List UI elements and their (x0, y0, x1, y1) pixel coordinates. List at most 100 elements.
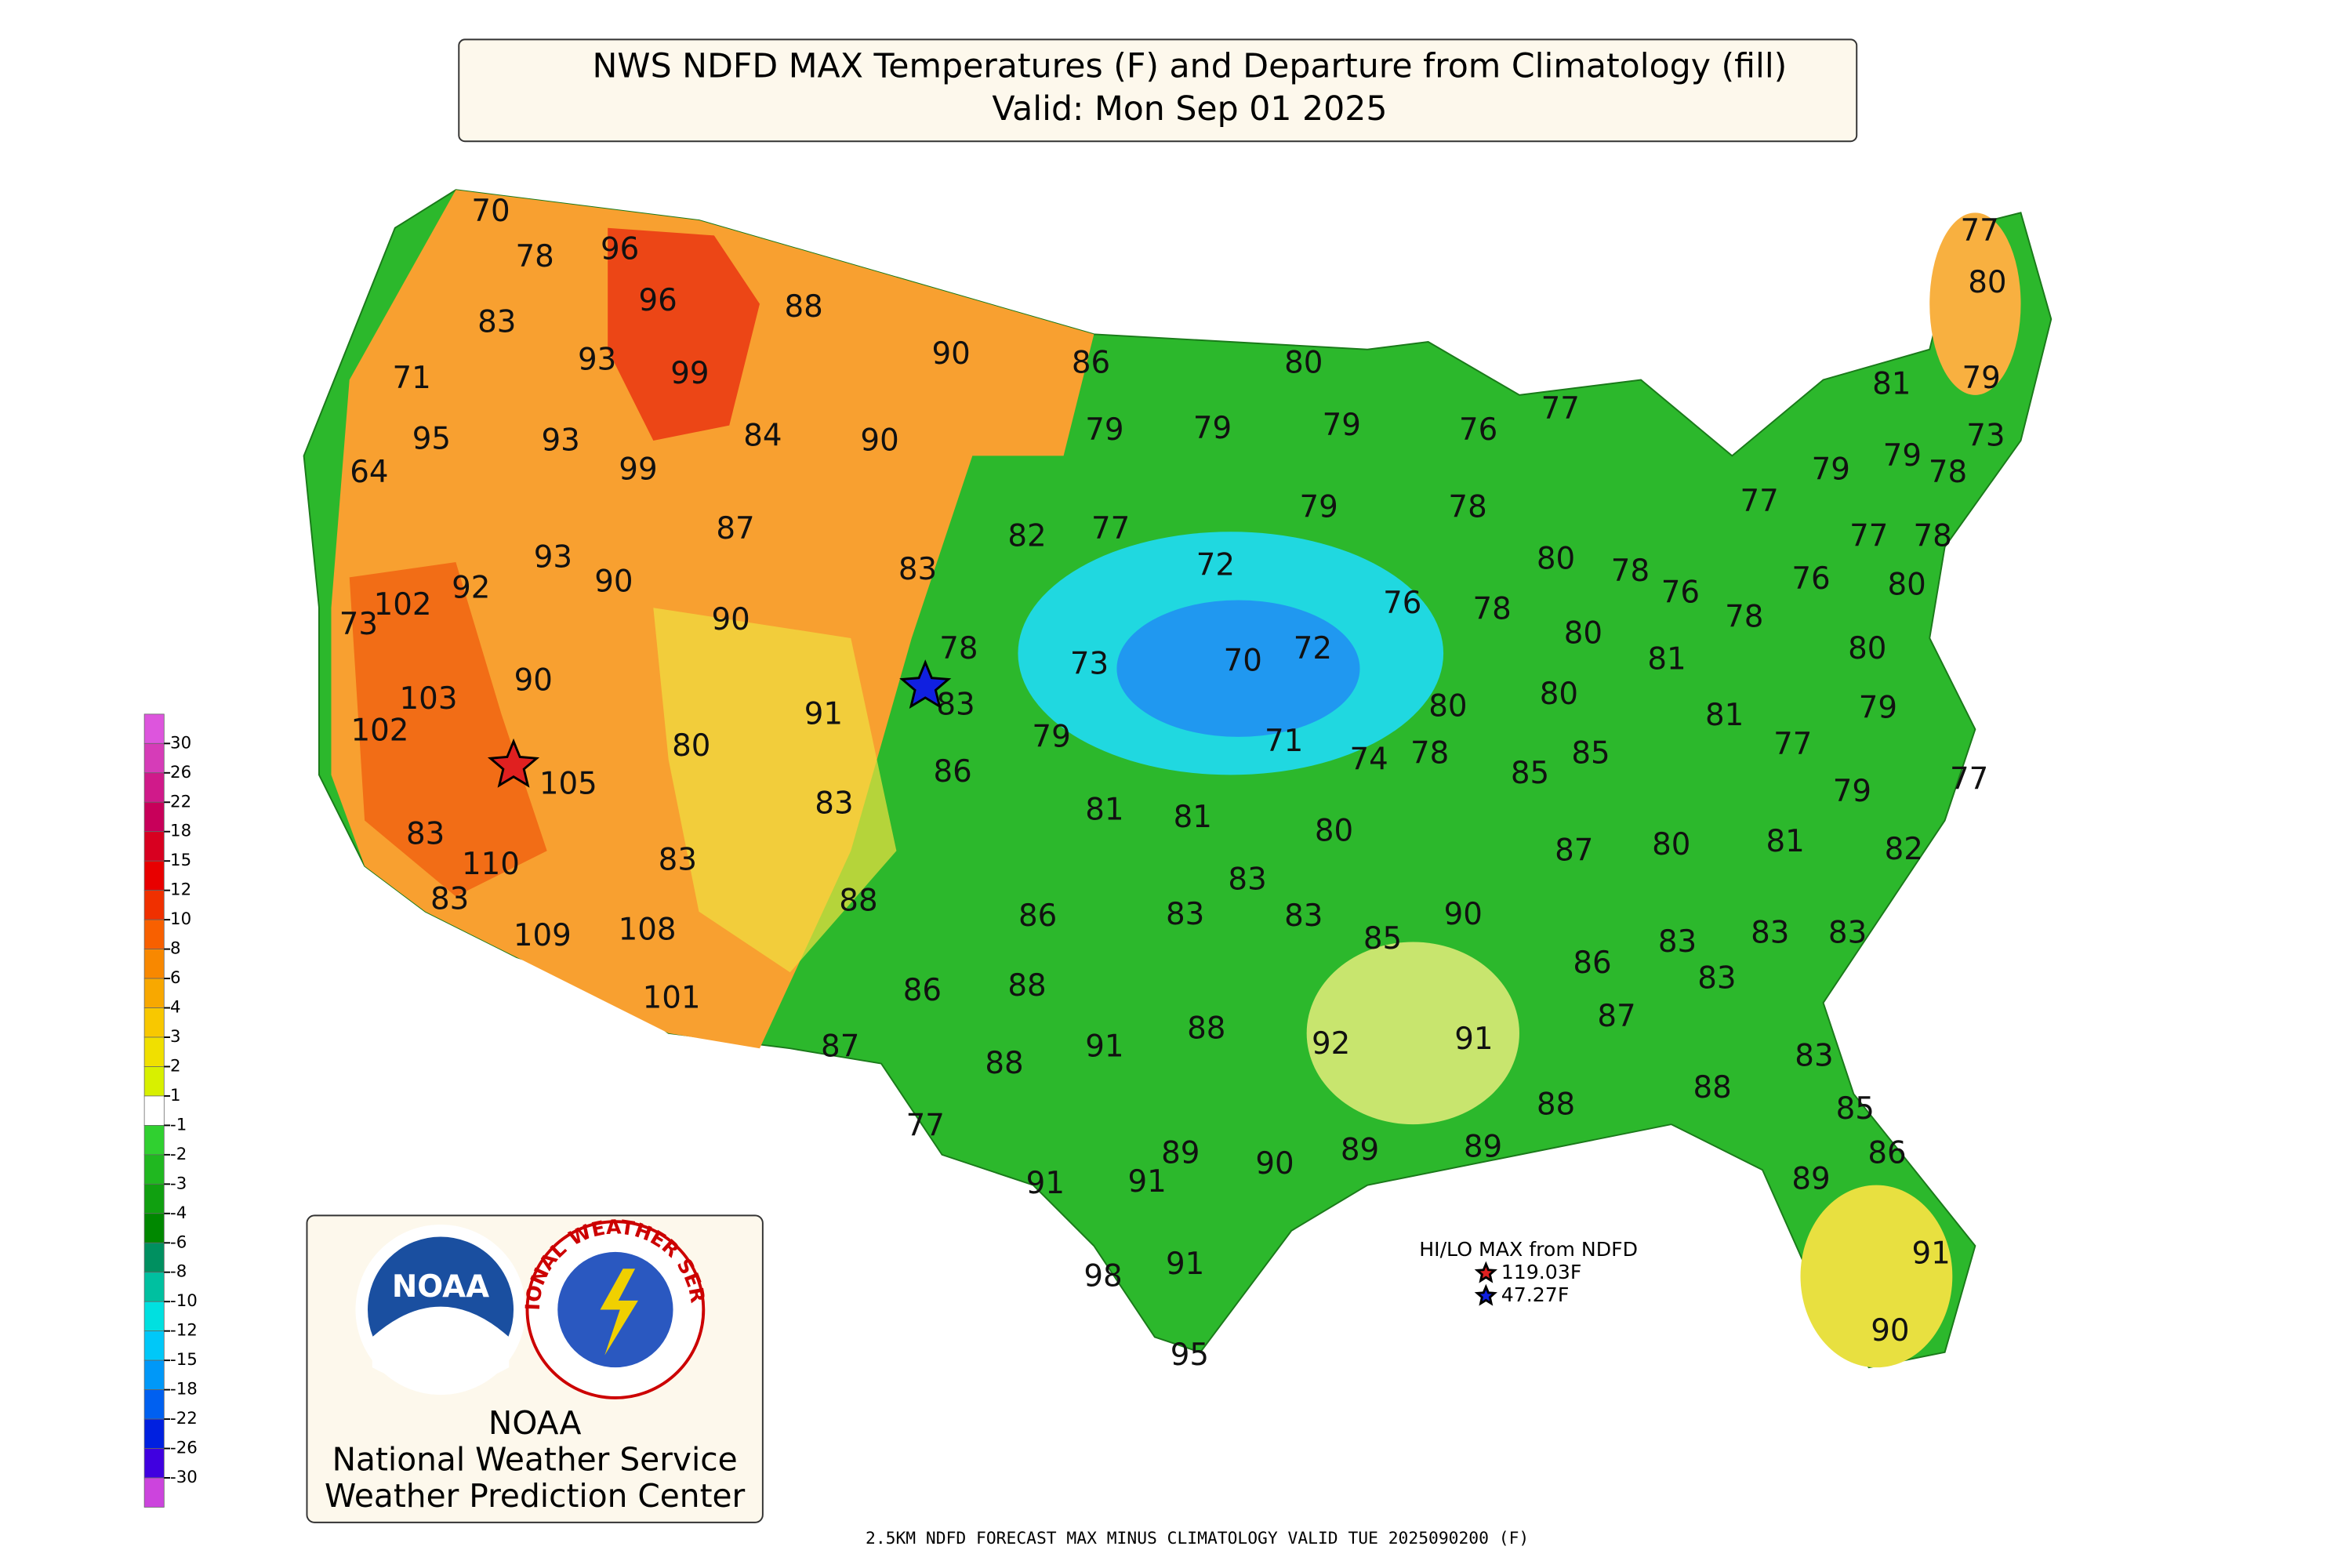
temp-label: 80 (1540, 677, 1578, 712)
temp-label: 80 (1537, 542, 1575, 577)
temp-label: 77 (1773, 727, 1812, 762)
colorbar-swatch (143, 772, 165, 803)
temp-label: 102 (374, 587, 432, 622)
colorbar-label: -8 (170, 1262, 187, 1282)
temp-label: 74 (1349, 742, 1388, 777)
colorbar-label: 22 (170, 792, 191, 811)
star-marker (899, 659, 952, 710)
star-marker (1474, 1283, 1497, 1306)
colorbar-label: 3 (170, 1027, 181, 1047)
temp-label: 79 (1300, 490, 1338, 525)
temp-label: 73 (339, 607, 378, 642)
temp-label: 83 (430, 882, 469, 917)
temp-label: 89 (1464, 1130, 1502, 1165)
temp-label: 91 (804, 696, 843, 731)
title: NWS NDFD MAX Temperatures (F) and Depart… (593, 47, 1788, 86)
temp-label: 77 (1541, 391, 1580, 426)
temp-label: 105 (539, 766, 597, 801)
temp-label: 83 (1284, 898, 1323, 934)
temp-label: 91 (1912, 1236, 1951, 1271)
temp-label: 88 (839, 884, 877, 919)
colorbar-swatch (143, 1036, 165, 1067)
mild-region (653, 608, 897, 973)
temp-label: 96 (601, 231, 639, 267)
hot-region (349, 562, 547, 897)
temp-label: 80 (1888, 568, 1926, 603)
colorbar-label: -18 (170, 1380, 198, 1399)
temp-label: 90 (932, 336, 971, 372)
temp-label: 80 (1315, 814, 1353, 849)
mild-region (1800, 1185, 1953, 1368)
colorbar-swatch (143, 801, 165, 833)
temp-label: 71 (393, 361, 431, 396)
temp-label: 77 (1849, 519, 1888, 554)
colorbar-label: 8 (170, 939, 181, 959)
colorbar-swatch (143, 1213, 165, 1243)
nws-bolt (600, 1269, 638, 1356)
colorbar-label: 15 (170, 851, 191, 870)
colorbar-label: 10 (170, 909, 191, 929)
temp-label: 89 (1161, 1135, 1200, 1171)
temp-label: 84 (743, 419, 782, 454)
temp-label: 73 (1966, 419, 2005, 454)
temp-label: 93 (578, 343, 616, 378)
temp-label: 79 (1032, 719, 1070, 754)
temp-label: 90 (1444, 897, 1483, 932)
temp-label: 99 (619, 452, 657, 487)
temp-label: 78 (1913, 519, 1951, 554)
temp-label: 80 (1564, 616, 1602, 652)
colorbar-swatch (143, 1066, 165, 1097)
temp-label: 96 (638, 283, 677, 318)
colorbar-label: -22 (170, 1409, 198, 1428)
colorbar-swatch (143, 1301, 165, 1332)
hot-region (608, 227, 760, 441)
star-marker (1474, 1261, 1497, 1283)
temp-label: 88 (1693, 1070, 1731, 1105)
temp-label: 76 (1459, 412, 1497, 448)
temp-label: 79 (1812, 452, 1850, 487)
temp-label: 78 (939, 631, 978, 666)
temp-label: 78 (1448, 490, 1486, 525)
temp-label: 91 (1026, 1166, 1065, 1201)
noaa-logo-text: NOAA (392, 1269, 489, 1305)
colorbar-swatch (143, 713, 165, 744)
temp-label: 90 (514, 663, 553, 699)
temp-label: 78 (1410, 736, 1449, 771)
temp-label: 110 (462, 847, 520, 882)
temp-label: 79 (1323, 408, 1361, 443)
temp-label: 81 (1766, 824, 1804, 859)
colorbar-label: 6 (170, 968, 181, 988)
temp-label: 87 (821, 1029, 859, 1065)
temp-label: 78 (1725, 599, 1763, 634)
temp-label: 79 (1193, 411, 1232, 446)
hilo-max: 119.03F (1501, 1261, 1582, 1283)
temp-label: 73 (1070, 646, 1109, 681)
temp-label: 83 (1751, 915, 1789, 950)
temp-label: 76 (1383, 586, 1421, 621)
temp-label: 83 (659, 842, 697, 877)
temp-label: 88 (1007, 968, 1046, 1004)
temp-label: 86 (933, 754, 971, 789)
temp-label: 72 (1196, 547, 1235, 583)
cold-region (1116, 600, 1360, 737)
colorbar-swatch (143, 890, 165, 920)
temp-label: 90 (594, 564, 633, 600)
temp-label: 77 (906, 1108, 945, 1143)
temp-label: 79 (1085, 412, 1123, 448)
temp-label: 78 (516, 239, 554, 274)
logo-line: National Weather Service (332, 1440, 738, 1478)
temp-label: 83 (1166, 897, 1204, 932)
temp-label: 88 (785, 289, 823, 325)
colorbar-label: -10 (170, 1291, 198, 1311)
temp-label: 109 (514, 918, 572, 953)
colorbar-label: -15 (170, 1350, 198, 1370)
colorbar-swatch (143, 831, 165, 862)
colorbar-label: 2 (170, 1056, 181, 1076)
temp-label: 91 (1128, 1164, 1167, 1200)
hilo-min: 47.27F (1501, 1283, 1570, 1306)
temp-label: 86 (1072, 346, 1110, 381)
temp-label: 91 (1085, 1029, 1123, 1065)
noaa-logo-wave (372, 1306, 510, 1387)
